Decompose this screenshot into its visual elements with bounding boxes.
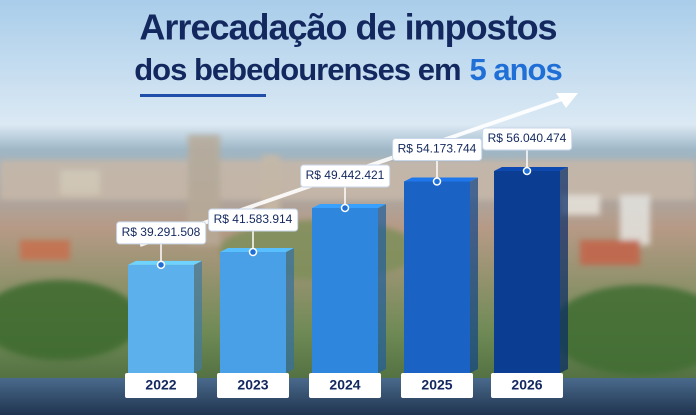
bar	[128, 264, 194, 373]
value-label: R$ 49.442.421	[306, 168, 385, 182]
x-label-box	[217, 373, 289, 398]
bar-top	[312, 203, 386, 208]
x-tick-label: 2022	[145, 377, 176, 393]
value-label: R$ 54.173.744	[398, 142, 477, 156]
trend-arrow-head	[556, 93, 578, 108]
bar	[220, 252, 286, 373]
x-label-box	[309, 373, 381, 398]
bar-side	[194, 260, 202, 373]
x-label-box	[401, 373, 473, 398]
bar-top	[404, 177, 478, 182]
value-label-box	[482, 127, 573, 151]
x-tick-label: 2023	[237, 377, 268, 393]
label-dot	[522, 166, 532, 176]
label-dot	[156, 260, 166, 270]
bar-top	[494, 166, 568, 171]
title-highlight: 5 anos	[470, 52, 562, 87]
value-label-box	[392, 137, 483, 161]
bar-side	[470, 177, 478, 373]
value-label: R$ 39.291.508	[122, 225, 201, 239]
x-label-box	[125, 373, 197, 398]
bar	[312, 207, 378, 373]
label-dot	[248, 247, 258, 257]
label-dot	[340, 203, 350, 213]
value-label: R$ 56.040.474	[488, 131, 567, 145]
bar-top	[128, 260, 202, 265]
subtitle-text: dos bebedourenses em	[134, 52, 460, 87]
value-label-box	[208, 208, 299, 232]
title-underline	[140, 94, 266, 97]
x-tick-label: 2026	[511, 377, 542, 393]
x-tick-label: 2024	[329, 377, 360, 393]
bar	[494, 170, 560, 373]
value-label-box	[300, 164, 391, 188]
bar	[404, 181, 470, 373]
value-label-box	[116, 221, 207, 245]
bar-top	[220, 248, 294, 253]
label-dot	[432, 177, 442, 186]
chart-title: Arrecadação de impostos	[139, 7, 556, 48]
value-label: R$ 41.583.914	[214, 212, 293, 226]
chart-subtitle: dos bebedourenses em 5 anos	[134, 52, 562, 87]
bar-side	[378, 203, 386, 373]
bar-side	[286, 248, 294, 373]
x-tick-label: 2025	[421, 377, 452, 393]
bar-side	[560, 166, 568, 373]
x-label-box	[491, 373, 563, 398]
